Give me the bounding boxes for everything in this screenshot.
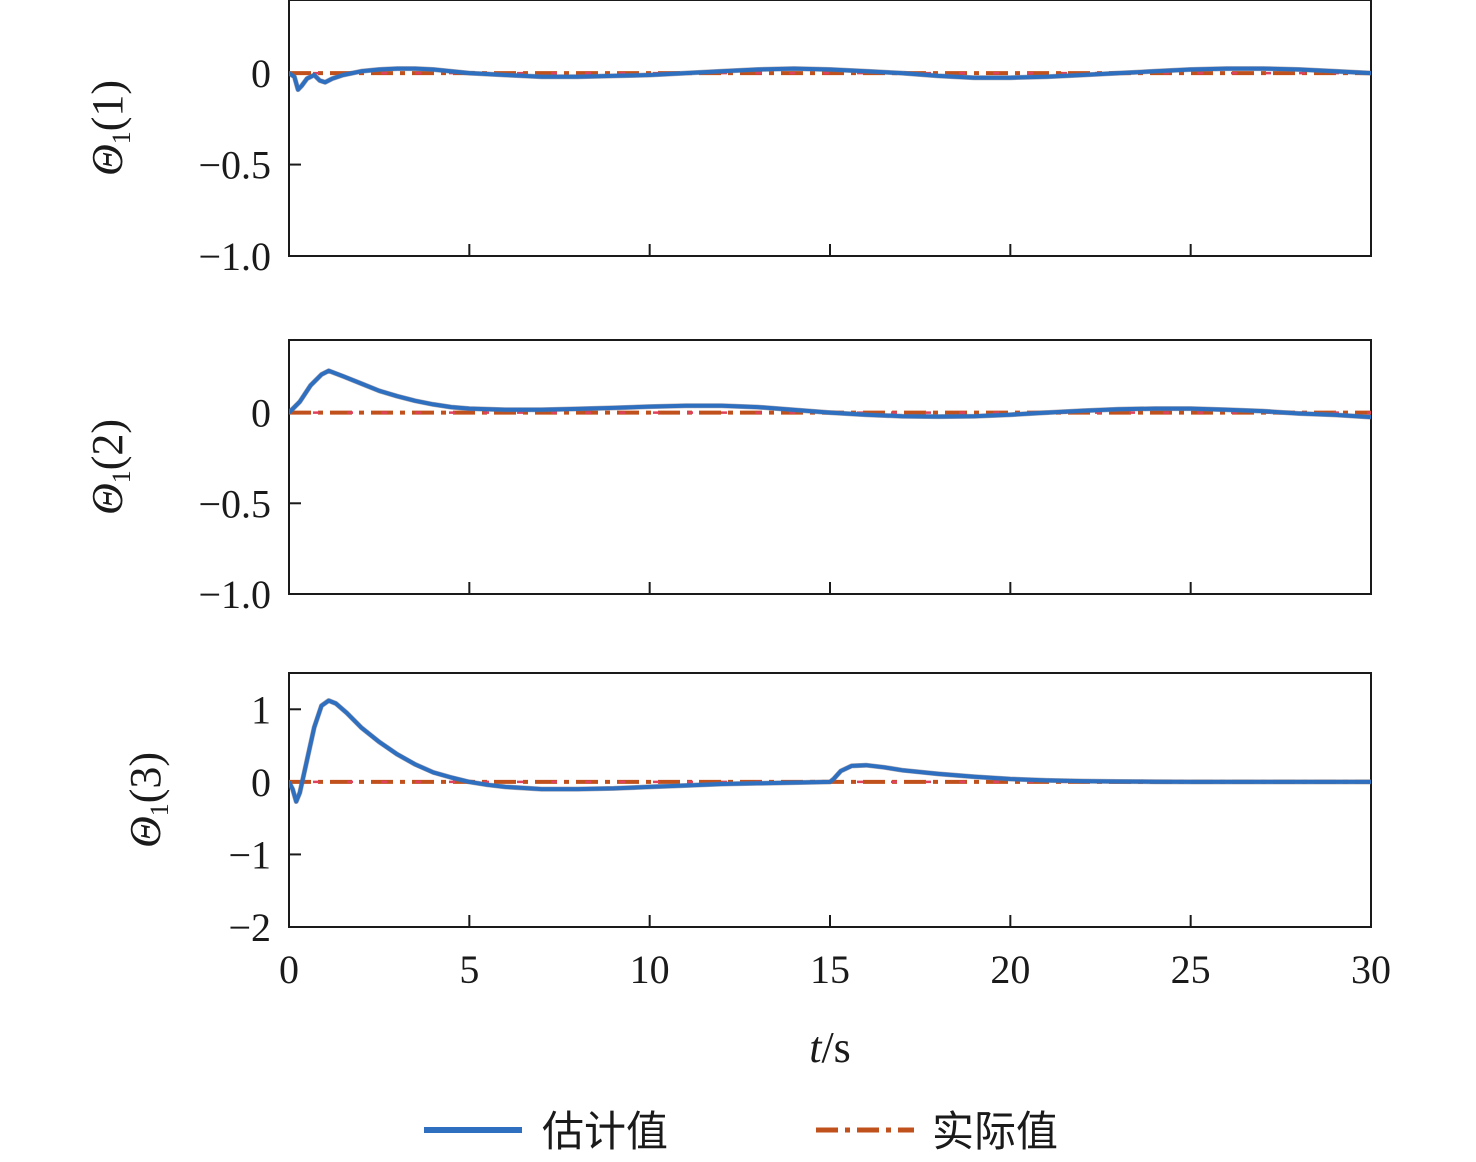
subplot-2: 0 −0.5 −1.0 Θ1(2)	[83, 339, 1372, 617]
y-axis-title-subscript: 1	[145, 803, 174, 816]
y-axis-title-symbol: Θ	[83, 144, 132, 176]
svg-text:t/s: t/s	[809, 1023, 851, 1072]
legend-label-estimate: 估计值	[542, 1107, 668, 1156]
y-axis-title-subscript: 1	[107, 470, 136, 483]
series-estimate-line	[289, 698, 1371, 804]
y-axis-title: Θ1(3)	[121, 752, 174, 848]
y-tick-label: −1.0	[198, 572, 271, 617]
series-group	[289, 698, 1371, 804]
y-axis-title-argument: (3)	[121, 752, 170, 803]
y-axis-title-subscript: 1	[107, 131, 136, 144]
plot-frame	[288, 339, 1372, 595]
x-tick-label: 30	[1351, 947, 1391, 992]
x-tick-label: 20	[990, 947, 1030, 992]
x-tick-label: 25	[1171, 947, 1211, 992]
legend: 估计值 实际值	[424, 1107, 1058, 1156]
y-tick-label: 0	[251, 51, 271, 96]
y-tick-label: 1	[251, 687, 271, 732]
y-tick-label: −1.0	[198, 234, 271, 279]
y-tick-label: 0	[251, 760, 271, 805]
y-axis-title: Θ1(2)	[83, 419, 136, 515]
series-estimate-line	[289, 66, 1371, 92]
series-group	[289, 66, 1371, 93]
y-axis-title-symbol: Θ	[121, 816, 170, 848]
x-tick-label: 15	[810, 947, 850, 992]
x-axis-title: t/s	[809, 1023, 851, 1072]
y-tick-label: −0.5	[198, 481, 271, 526]
series-group	[289, 368, 1371, 420]
y-tick-label: 0	[251, 391, 271, 436]
y-axis-title-argument: (1)	[83, 80, 132, 131]
x-axis-title-unit: /s	[821, 1023, 850, 1072]
y-tick-label: −0.5	[198, 143, 271, 188]
subplots: 0−0.5−1.0Θ1(1)0−0.5−1.0Θ1(2)10−1−20 5 10 15…	[83, 0, 1391, 992]
legend-label-actual: 实际值	[932, 1107, 1058, 1156]
x-tick-label: 0	[279, 947, 299, 992]
x-tick-label: 10	[630, 947, 670, 992]
series-estimate-shadow	[289, 698, 1371, 804]
y-tick-label: −1	[228, 832, 271, 877]
subplot-1: 0 −0.5 −1.0 Θ1(1)	[83, 0, 1372, 279]
series-estimate-line	[289, 368, 1371, 420]
plot-frame	[288, 672, 1372, 928]
x-axis-title-variable: t	[809, 1023, 823, 1072]
x-tick-label: 5	[459, 947, 479, 992]
y-axis-title-symbol: Θ	[83, 483, 132, 515]
y-axis-title: Θ1(1)	[83, 80, 136, 176]
y-tick-label: −2	[228, 905, 271, 950]
plot-frame	[288, 0, 1372, 257]
y-axis-title-argument: (2)	[83, 419, 132, 470]
